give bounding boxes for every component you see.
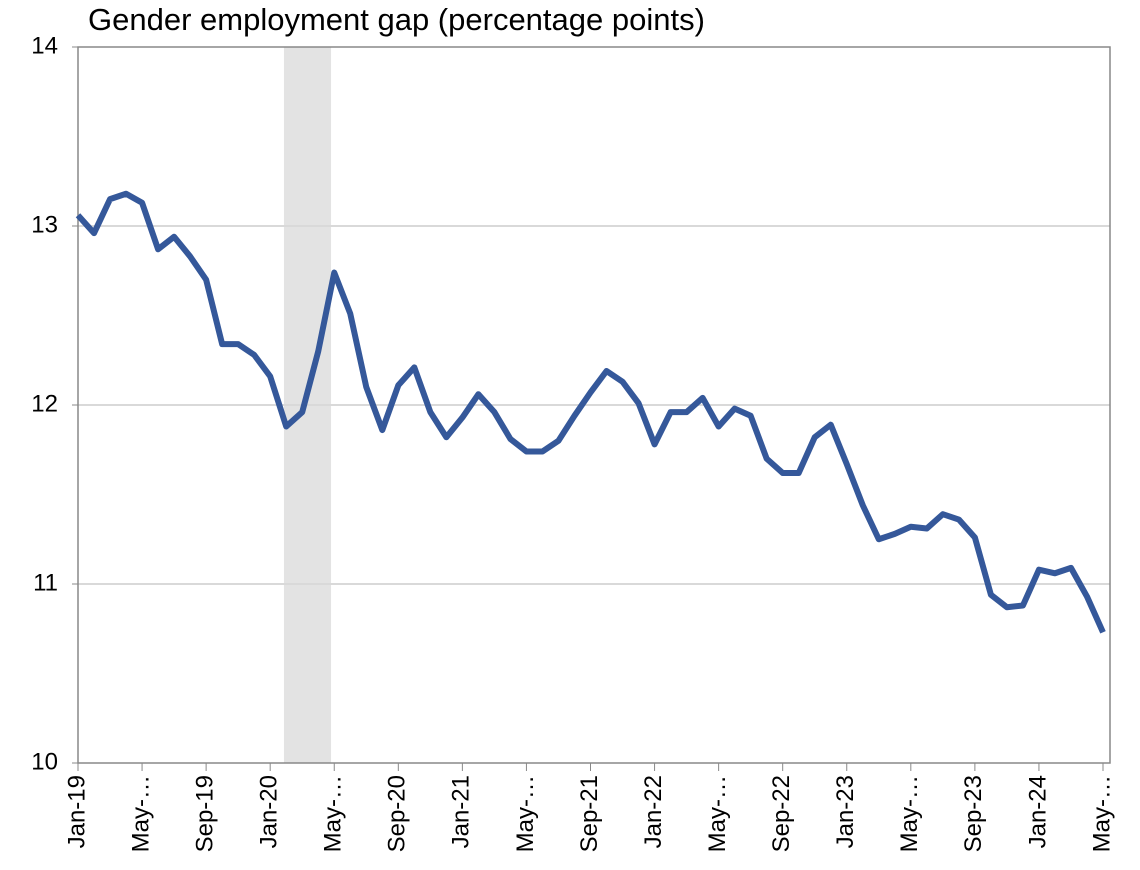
y-tick-label: 14 <box>31 32 58 59</box>
x-tick-label: May-… <box>512 775 539 852</box>
x-tick-label: Sep-23 <box>960 775 987 852</box>
x-tick-label: May-… <box>704 775 731 852</box>
x-tick-label: Jan-22 <box>640 775 667 848</box>
y-tick-label: 11 <box>33 569 58 596</box>
chart-title: Gender employment gap (percentage points… <box>88 2 705 37</box>
plot-frame <box>77 46 1111 764</box>
x-tick-label: Sep-19 <box>191 775 218 852</box>
y-tick-label: 12 <box>31 390 58 417</box>
x-tick-label: May-… <box>127 775 154 852</box>
y-tick-label: 10 <box>31 748 58 775</box>
x-tick-label: Jan-23 <box>832 775 859 848</box>
y-tick-label: 13 <box>31 211 58 238</box>
data-line <box>75 190 1106 634</box>
x-tick-label: Jan-21 <box>448 775 475 848</box>
x-tick-label: Jan-24 <box>1024 775 1051 848</box>
x-tick-label: Sep-22 <box>768 775 795 852</box>
x-tick-label: Sep-21 <box>576 775 603 852</box>
x-tick-label: Sep-20 <box>384 775 411 852</box>
x-tick-label: May-… <box>320 775 347 852</box>
x-tick-label: Jan-19 <box>63 775 90 848</box>
x-tick-label: May-… <box>1088 775 1115 852</box>
x-tick-label: Jan-20 <box>256 775 283 848</box>
x-tick-label: May-… <box>896 775 923 852</box>
